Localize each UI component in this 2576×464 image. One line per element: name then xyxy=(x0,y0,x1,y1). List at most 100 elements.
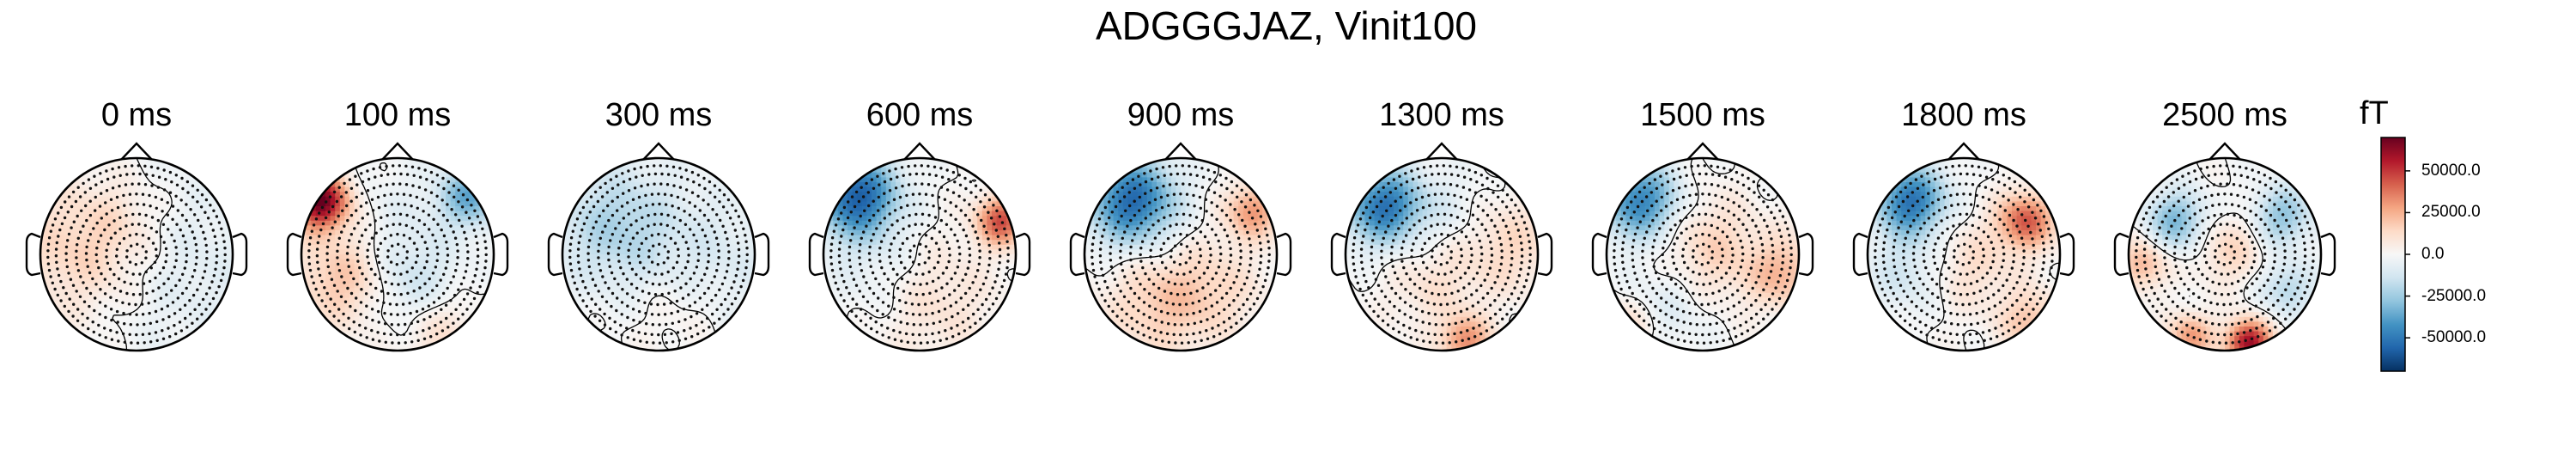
topomap-cell xyxy=(335,196,341,202)
topomap-cell xyxy=(435,230,441,236)
topomap-cell xyxy=(465,211,471,217)
topomap-cell xyxy=(629,192,635,198)
sensor-dot xyxy=(464,270,468,273)
topomap-cell xyxy=(687,259,693,265)
topomap-cell xyxy=(107,230,113,236)
topomap-cell xyxy=(726,288,732,294)
topomap-cell xyxy=(112,321,118,327)
topomap-cell xyxy=(54,249,60,255)
topomap-cell xyxy=(387,216,393,222)
topomap-cell xyxy=(411,292,417,298)
sensor-dot xyxy=(94,283,98,286)
sensor-dot xyxy=(367,177,371,181)
sensor-dot xyxy=(141,245,145,248)
topomap-cell xyxy=(479,292,485,298)
topomap-cell xyxy=(378,192,384,198)
topomap-cell xyxy=(330,249,336,255)
topomap-cell xyxy=(711,220,717,226)
topomap-cell xyxy=(137,192,143,198)
topomap-cell xyxy=(483,220,489,226)
topomap-cell xyxy=(474,302,480,308)
topomap-cell xyxy=(387,297,393,303)
topomap-cell xyxy=(687,278,693,284)
topomap-cell xyxy=(683,211,689,217)
sensor-dot xyxy=(342,323,346,327)
topomap-cell xyxy=(330,307,336,313)
topomap-cell xyxy=(213,230,219,236)
topomap-cell xyxy=(605,259,611,265)
sensor-dot xyxy=(409,193,412,198)
topomap-cell xyxy=(696,327,702,333)
topomap-cell xyxy=(383,211,389,217)
topomap-cell xyxy=(93,321,99,327)
topomap-cell xyxy=(644,268,650,274)
topomap-cell xyxy=(344,206,350,212)
topomap-cell xyxy=(687,172,693,178)
sensor-dot xyxy=(215,215,219,218)
topomap-cell xyxy=(93,302,99,308)
topomap-cell xyxy=(141,297,147,303)
topomap-cell xyxy=(581,201,587,207)
topomap-cell xyxy=(179,288,185,294)
topomap-cell xyxy=(707,283,713,289)
topomap-cell xyxy=(301,216,307,222)
topomap-cell xyxy=(325,278,331,284)
topomap-cell xyxy=(687,230,693,236)
topomap-cell xyxy=(398,259,404,265)
sensor-dot xyxy=(78,295,82,298)
topomap-cell xyxy=(174,331,180,337)
topomap-cell xyxy=(416,327,422,333)
topomap-cell xyxy=(659,264,665,270)
topomap-cell xyxy=(744,220,750,226)
topomap-cell xyxy=(174,336,180,342)
topomap-cell xyxy=(435,168,441,174)
topomap-cell xyxy=(653,172,659,178)
topomap-cell xyxy=(359,211,365,217)
sensor-dot xyxy=(421,308,425,311)
topomap-cell xyxy=(198,302,204,308)
topomap-cell xyxy=(344,302,350,308)
topomap-cell xyxy=(624,216,630,222)
topomap-cell xyxy=(416,336,422,342)
sensor-dot xyxy=(664,282,668,285)
topomap-cell xyxy=(349,268,355,274)
topomap-cell xyxy=(572,240,578,246)
topomap-cell xyxy=(450,292,456,298)
topomap-cell xyxy=(146,259,152,265)
sensor-dot xyxy=(171,301,175,304)
topomap-cell xyxy=(74,244,80,250)
topomap-cell xyxy=(716,216,722,222)
topomap-cell xyxy=(663,177,669,183)
sensor-dot xyxy=(72,220,76,223)
topomap-cell xyxy=(735,206,741,212)
topomap-cell xyxy=(431,206,437,212)
sensor-dot xyxy=(57,211,60,215)
sensor-dot xyxy=(358,323,361,327)
topomap-cell xyxy=(726,278,732,284)
topomap-cell xyxy=(374,283,380,289)
sensor-dot xyxy=(164,259,167,264)
topomap-cell xyxy=(402,264,408,270)
topomap-cell xyxy=(672,297,678,303)
topomap-cell xyxy=(431,336,437,342)
sensor-dot xyxy=(196,317,199,321)
topomap-cell xyxy=(383,307,389,313)
sensor-dot xyxy=(164,178,167,181)
topomap-cell xyxy=(596,216,602,222)
topomap-cell xyxy=(325,211,331,217)
topomap-cell xyxy=(98,196,104,202)
topomap-cell xyxy=(222,225,228,231)
topomap-cell xyxy=(209,264,215,270)
topomap-cell xyxy=(126,264,132,270)
topomap-cell xyxy=(683,312,689,318)
topomap-cell xyxy=(600,211,606,217)
topomap-cell xyxy=(185,240,191,246)
sensor-dot xyxy=(472,229,476,232)
topomap-cell xyxy=(683,292,689,298)
sensor-dot xyxy=(637,247,641,251)
sensor-dot xyxy=(96,240,100,243)
sensor-dot xyxy=(403,203,407,206)
sensor-dot xyxy=(354,174,357,178)
sensor-dot xyxy=(483,266,487,270)
sensor-dot xyxy=(109,296,112,299)
